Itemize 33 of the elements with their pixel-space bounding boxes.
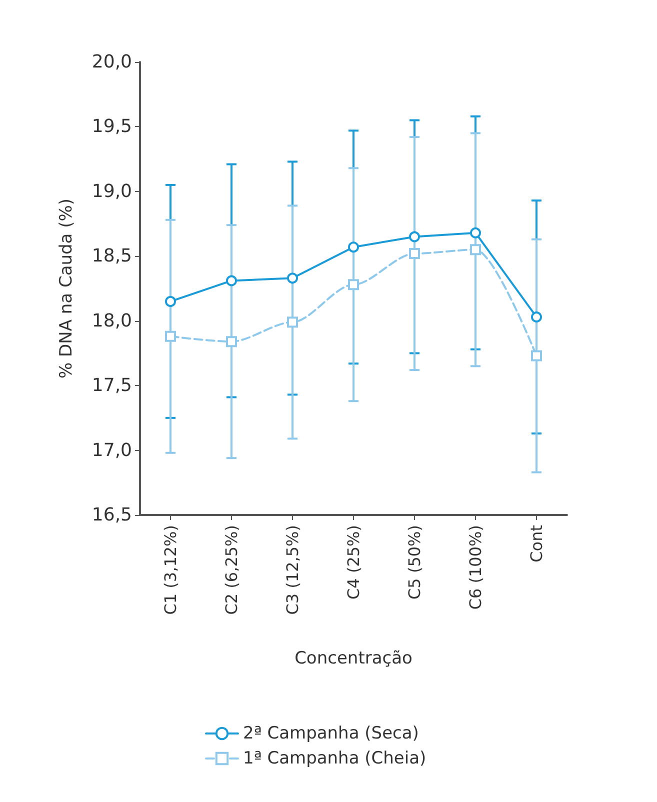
x-tick-label: Cont	[527, 525, 546, 562]
point	[348, 242, 359, 253]
point	[165, 296, 176, 307]
y-tick-label: 20,0	[92, 52, 132, 72]
y-tick-label: 19,0	[92, 180, 132, 202]
point	[409, 248, 420, 260]
x-tick-label: C2 (6,25%)	[222, 525, 241, 615]
y-tick-label: 17,5	[92, 375, 132, 396]
legend-label: 1ª Campanha (Cheia)	[243, 748, 426, 768]
point	[470, 244, 481, 256]
x-tick-label: C1 (3,12%)	[161, 525, 180, 615]
point	[226, 336, 237, 348]
y-tick-label: 19,5	[92, 116, 132, 138]
point	[531, 311, 542, 322]
point	[287, 272, 298, 284]
x-tick-label: C4 (25%)	[344, 525, 363, 600]
x-axis-title: Concentração	[294, 648, 412, 668]
point	[165, 330, 176, 342]
x-tick-label: C3 (12,5%)	[283, 525, 302, 615]
y-tick-label: 18,0	[92, 310, 132, 332]
point	[409, 231, 420, 242]
y-tick-label: 18,5	[92, 246, 132, 267]
point	[348, 279, 359, 290]
point	[226, 275, 237, 286]
y-tick-label: 17,0	[92, 440, 132, 461]
y-tick-label: 16,5	[92, 504, 132, 526]
point	[531, 350, 542, 362]
point	[287, 316, 298, 328]
legend-label: 2ª Campanha (Seca)	[243, 724, 419, 744]
point	[470, 227, 481, 238]
x-tick-label: C5 (50%)	[405, 525, 424, 600]
y-axis-title: % DNA na Cauda (%)	[56, 198, 76, 379]
x-tick-label: C6 (100%)	[466, 525, 485, 610]
